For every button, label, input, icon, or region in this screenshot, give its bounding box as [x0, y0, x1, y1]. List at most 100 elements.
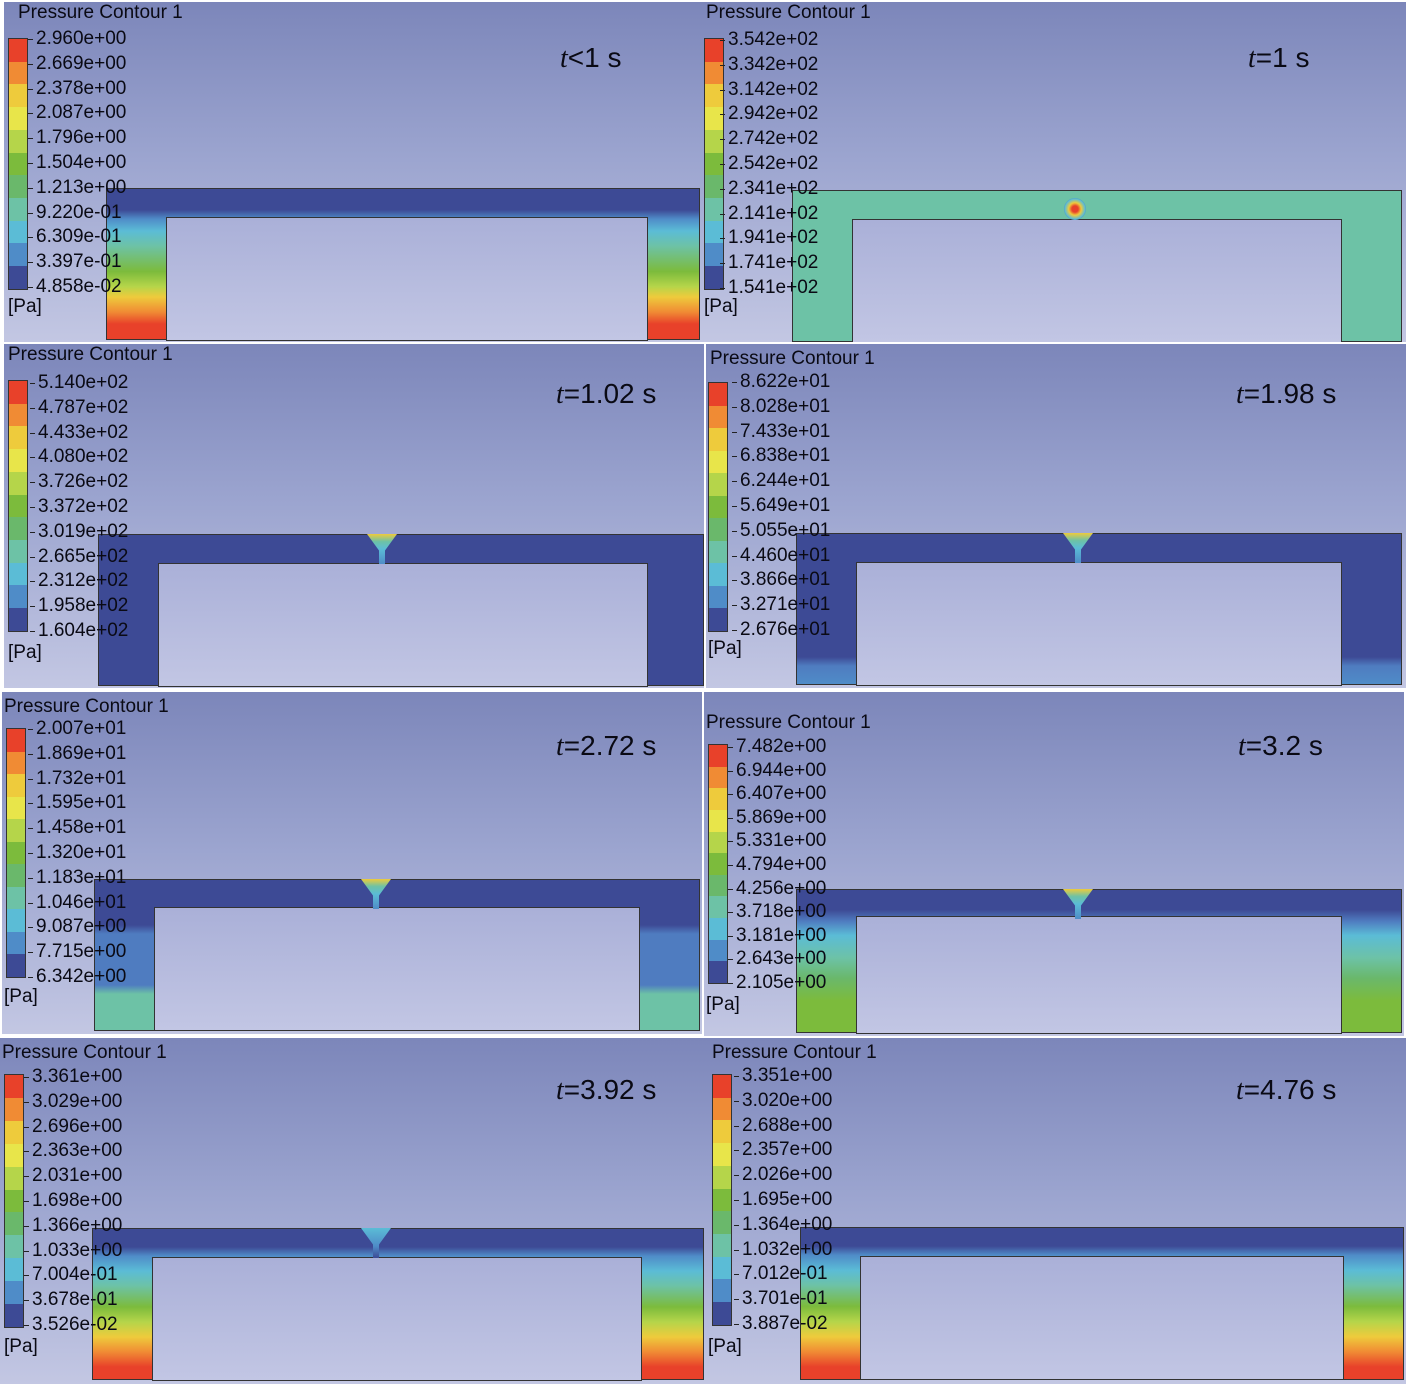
legend-tick [24, 1077, 29, 1078]
legend-tick [28, 187, 33, 189]
legend-swatch [9, 381, 27, 404]
panel-title: Pressure Contour 1 [8, 344, 173, 365]
legend-tick [24, 1101, 29, 1103]
legend-tick [28, 237, 33, 239]
legend-value-label: 1.698e+00 [32, 1190, 123, 1211]
legend-swatch [7, 864, 25, 887]
legend-swatch [5, 1120, 23, 1144]
legend-tick [728, 794, 733, 796]
legend-swatch [705, 152, 723, 176]
legend-value-label: 2.688e+00 [742, 1114, 833, 1136]
legend-tick [720, 238, 725, 240]
legend-swatch [9, 107, 27, 130]
legend-value-label: 3.361e+00 [32, 1066, 123, 1087]
unit-label: [Pa] [706, 994, 740, 1015]
legend-value-label: 1.213e+00 [36, 176, 127, 198]
legend-tick [24, 1126, 29, 1128]
legend-tick [734, 1100, 739, 1102]
legend-value-label: 6.244e+01 [740, 470, 831, 492]
legend-swatch [5, 1212, 23, 1236]
legend-tick [720, 40, 725, 41]
legend-swatch [709, 766, 727, 789]
legend-tick [720, 114, 725, 116]
color-legend-bar [6, 728, 26, 978]
legend-tick [30, 383, 35, 384]
legend-value-label: 2.363e+00 [32, 1140, 123, 1162]
contour-panel-1: Pressure Contour 1 [Pa] t<1 s 2.960e+00 2… [4, 2, 702, 342]
legend-tick [24, 1176, 29, 1178]
legend-value-label: 1.364e+00 [742, 1213, 833, 1235]
legend-swatch [9, 84, 27, 108]
legend-value-label: 3.726e+02 [38, 471, 129, 493]
legend-tick [28, 952, 33, 954]
legend-value-label: 4.794e+00 [736, 854, 827, 875]
legend-value-label: 2.341e+02 [728, 177, 819, 199]
unit-label: [Pa] [704, 296, 738, 317]
legend-swatch [5, 1258, 23, 1282]
inner-block [860, 1256, 1344, 1380]
legend-value-label: 2.696e+00 [32, 1115, 123, 1137]
legend-swatch [5, 1189, 23, 1213]
color-legend-bar [8, 38, 28, 290]
legend-swatch [709, 450, 727, 474]
legend-value-label: 5.869e+00 [736, 806, 827, 828]
legend-value-label: 1.869e+01 [36, 742, 127, 764]
panel-title: Pressure Contour 1 [4, 696, 169, 717]
legend-swatch [7, 954, 25, 977]
legend-swatch [9, 175, 27, 199]
legend-tick [720, 263, 725, 265]
legend-tick [28, 212, 33, 214]
legend-value-label: 2.676e+01 [740, 619, 831, 640]
legend-swatch [705, 220, 723, 244]
time-label: t=4.76 s [1236, 1074, 1337, 1106]
inner-block [152, 1257, 642, 1381]
legend-value-label: 1.046e+01 [36, 891, 127, 913]
legend-value-label: 7.482e+00 [736, 736, 827, 757]
legend-tick [30, 482, 35, 484]
legend-swatch [713, 1256, 731, 1280]
legend-swatch [705, 198, 723, 221]
legend-value-label: 7.715e+00 [36, 941, 127, 963]
legend-tick [30, 407, 35, 409]
legend-value-label: 1.032e+00 [742, 1238, 833, 1260]
legend-swatch [709, 745, 727, 767]
legend-tick [30, 432, 35, 434]
legend-tick [28, 262, 33, 264]
legend-value-label: 6.309e-01 [36, 226, 122, 248]
legend-value-label: 4.080e+02 [38, 446, 129, 468]
legend-value-label: 2.357e+00 [742, 1139, 833, 1161]
legend-value-label: 6.838e+01 [740, 445, 831, 467]
legend-swatch [7, 931, 25, 955]
color-legend-bar [8, 380, 28, 632]
legend-value-label: 5.649e+01 [740, 495, 831, 516]
legend-swatch [709, 383, 727, 406]
legend-value-label: 2.669e+00 [36, 52, 127, 74]
legend-swatch [709, 495, 727, 519]
contour-panel-4: Pressure Contour 1 [Pa] t=1.98 s 8.622e+… [706, 344, 1406, 688]
legend-value-label: 2.542e+02 [728, 153, 819, 174]
legend-swatch [9, 540, 27, 563]
legend-tick [728, 841, 733, 843]
legend-value-label: 2.087e+00 [36, 102, 127, 124]
legend-value-label: 2.105e+00 [736, 972, 827, 993]
legend-value-label: 3.372e+02 [38, 496, 129, 517]
panel-title: Pressure Contour 1 [712, 1042, 877, 1063]
unit-label: [Pa] [4, 986, 38, 1007]
legend-swatch [705, 84, 723, 108]
legend-swatch [9, 562, 27, 586]
legend-tick [24, 1225, 29, 1227]
legend-tick [28, 63, 33, 65]
legend-tick [734, 1150, 739, 1152]
legend-swatch [9, 39, 27, 62]
legend-tick [28, 902, 33, 904]
legend-swatch [7, 841, 25, 865]
legend-tick [732, 580, 737, 582]
legend-swatch [709, 473, 727, 496]
legend-swatch [709, 939, 727, 962]
legend-tick [732, 630, 737, 631]
inner-block [158, 563, 648, 687]
legend-tick [720, 288, 725, 289]
legend-value-label: 1.741e+02 [728, 252, 819, 274]
legend-value-label: 6.342e+00 [36, 966, 127, 987]
legend-value-label: 3.142e+02 [728, 78, 819, 100]
